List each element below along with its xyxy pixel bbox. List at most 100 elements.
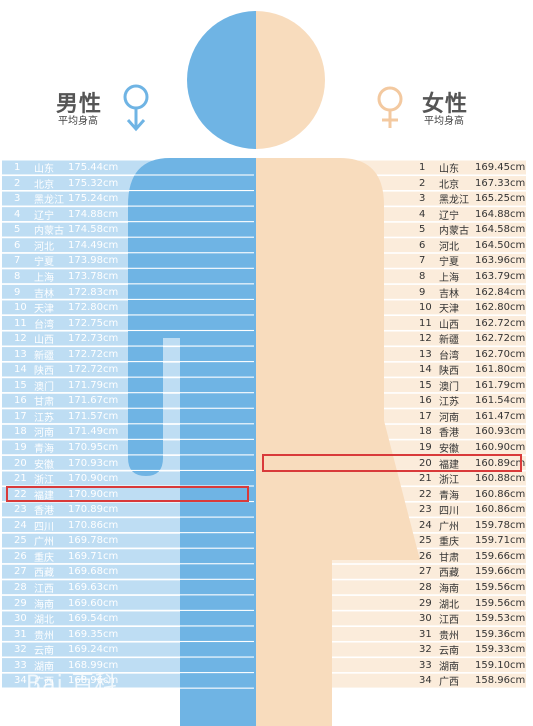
row-province: 甘肃 [34, 397, 54, 409]
row-height: 168.99cm [68, 659, 119, 671]
row-height: 172.80cm [68, 302, 119, 314]
row-province: 安徽 [34, 459, 54, 471]
row-height: 170.95cm [68, 442, 119, 454]
male-figure [128, 11, 256, 726]
row-rank: 33 [14, 659, 27, 671]
row-province: 辽宁 [34, 210, 54, 222]
male-row-band [2, 673, 254, 688]
row-province: 江苏 [439, 397, 459, 409]
row-rank: 9 [14, 286, 21, 298]
table-row: 5 内蒙古 164.58cm [419, 222, 525, 237]
table-row: 30 江西 159.53cm [419, 611, 525, 626]
row-province: 江西 [439, 615, 459, 627]
female-body [256, 158, 420, 726]
row-rank: 29 [419, 597, 432, 609]
row-height: 159.78cm [475, 519, 526, 531]
male-row-separator [2, 267, 254, 269]
row-height: 171.57cm [68, 410, 119, 422]
row-height: 170.93cm [68, 457, 119, 469]
male-row-band [2, 207, 254, 222]
row-height: 159.56cm [475, 597, 526, 609]
row-province: 宁夏 [439, 257, 459, 269]
row-rank: 6 [419, 239, 426, 251]
row-rank: 2 [14, 177, 21, 189]
row-height: 169.45cm [475, 162, 526, 174]
row-rank: 11 [14, 317, 27, 329]
table-row: 23 四川 160.86cm [419, 502, 525, 517]
row-province: 云南 [439, 646, 459, 658]
row-rank: 18 [419, 426, 432, 438]
table-row: 2 北京 175.32cm [14, 176, 118, 191]
row-height: 164.58cm [475, 224, 526, 236]
row-rank: 33 [419, 659, 432, 671]
row-height: 160.89cm [475, 457, 526, 469]
row-height: 160.88cm [475, 473, 526, 485]
row-height: 161.80cm [475, 364, 526, 376]
male-row-separator [2, 376, 254, 378]
male-row-band [2, 160, 254, 175]
table-row: 31 贵州 159.36cm [419, 627, 525, 642]
table-row: 33 湖南 168.99cm [14, 658, 118, 673]
table-row: 16 甘肃 171.67cm [14, 393, 118, 408]
male-row-band [2, 627, 254, 641]
row-province: 内蒙古 [34, 226, 64, 238]
male-row-band [2, 393, 254, 408]
row-height: 159.56cm [475, 581, 526, 593]
row-height: 173.78cm [68, 270, 119, 282]
table-row: 5 内蒙古 174.58cm [14, 222, 118, 237]
table-row: 25 重庆 159.71cm [419, 533, 525, 548]
female-highlight-box [262, 454, 522, 472]
row-rank: 28 [419, 581, 432, 593]
row-province: 吉林 [34, 288, 54, 300]
row-height: 169.71cm [68, 550, 119, 562]
row-rank: 7 [14, 255, 21, 267]
table-row: 28 海南 159.56cm [419, 580, 525, 595]
row-rank: 29 [14, 597, 27, 609]
row-rank: 3 [419, 193, 426, 205]
table-row: 28 江西 169.63cm [14, 580, 118, 595]
table-row: 29 海南 169.60cm [14, 595, 118, 611]
table-row: 9 吉林 172.83cm [14, 284, 118, 300]
male-row-band [2, 487, 254, 501]
row-height: 165.25cm [475, 193, 526, 205]
row-rank: 4 [14, 208, 21, 220]
female-subtitle: 平均身高 [424, 116, 464, 127]
row-rank: 9 [419, 286, 426, 298]
row-province: 四川 [439, 506, 459, 518]
row-height: 163.96cm [475, 255, 526, 267]
row-province: 西藏 [34, 568, 54, 580]
female-head [256, 11, 325, 149]
row-rank: 31 [419, 628, 432, 640]
male-row-separator [2, 672, 254, 674]
male-subtitle: 平均身高 [58, 116, 98, 127]
row-height: 159.66cm [475, 566, 526, 578]
row-province: 甘肃 [439, 552, 459, 564]
row-province: 新疆 [34, 350, 54, 362]
male-row-band [2, 533, 254, 548]
row-province: 北京 [439, 179, 459, 191]
row-height: 161.79cm [475, 379, 526, 391]
row-rank: 8 [14, 270, 21, 282]
table-row: 27 西藏 169.68cm [14, 564, 118, 579]
row-height: 162.72cm [475, 333, 526, 345]
table-row: 10 天津 172.80cm [14, 300, 118, 315]
row-height: 159.33cm [475, 644, 526, 656]
table-row: 1 山东 169.45cm [419, 160, 525, 175]
row-rank: 7 [419, 255, 426, 267]
table-row: 19 安徽 160.90cm [419, 440, 525, 455]
row-height: 169.24cm [68, 644, 119, 656]
male-title: 男性 [56, 92, 103, 117]
male-row-band [2, 642, 254, 657]
table-row: 10 天津 162.80cm [419, 300, 525, 315]
row-rank: 5 [419, 224, 426, 236]
table-row: 4 辽宁 174.88cm [14, 207, 118, 222]
row-province: 香港 [34, 506, 54, 518]
row-province: 山东 [34, 164, 54, 176]
male-row-separator [2, 454, 254, 456]
row-height: 173.98cm [68, 255, 119, 267]
male-row-band [2, 595, 254, 610]
row-rank: 31 [14, 628, 27, 640]
row-rank: 13 [419, 348, 432, 360]
row-rank: 26 [419, 550, 432, 562]
row-province: 河南 [439, 412, 459, 424]
